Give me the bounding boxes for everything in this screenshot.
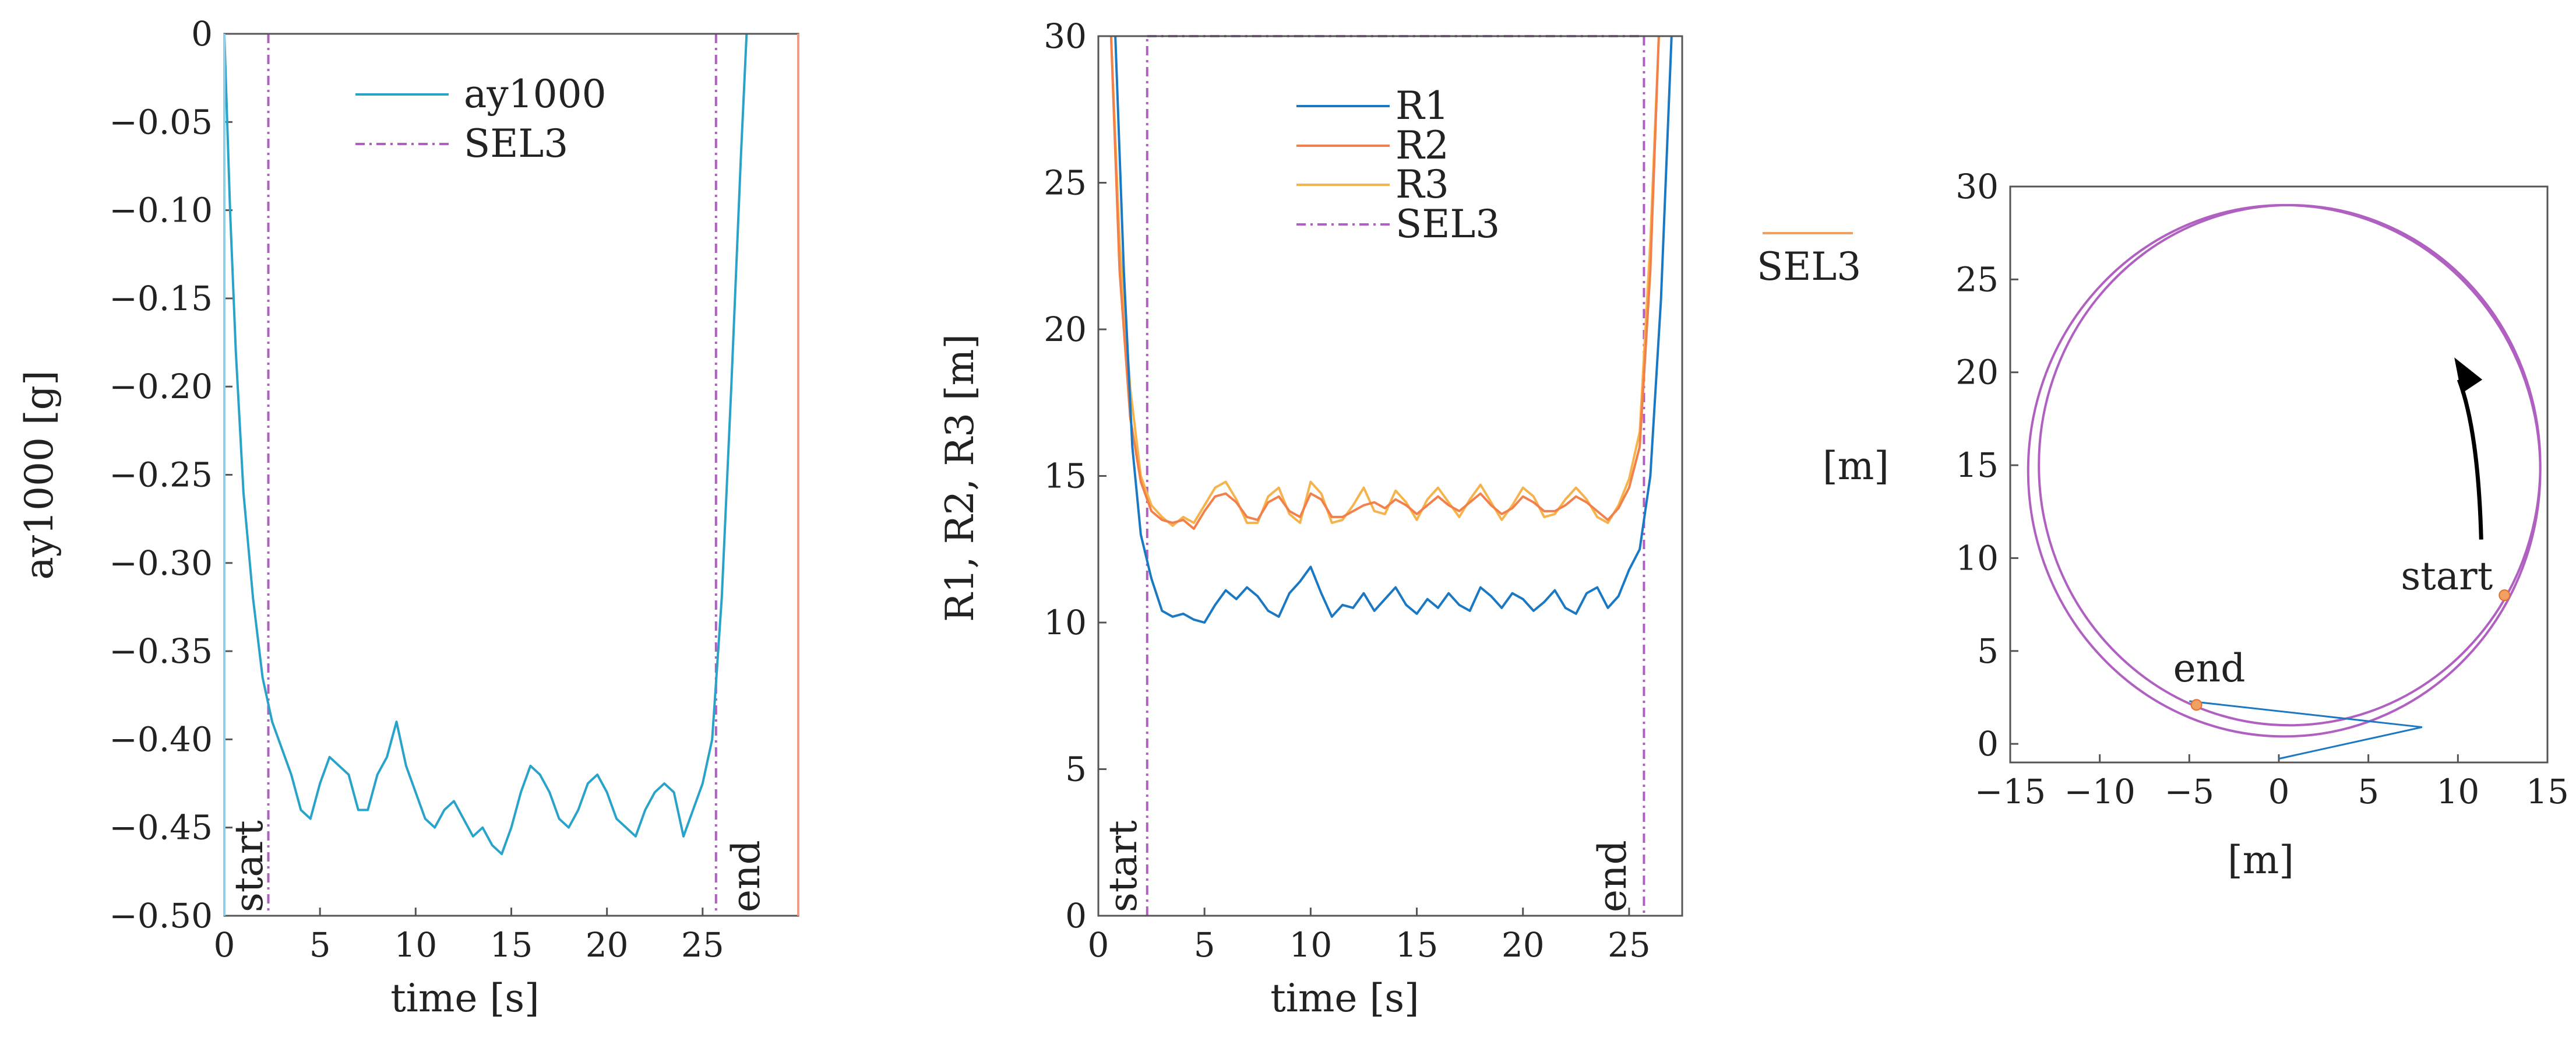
p3-y-ticks: 0 5 10 15 20 25 30: [1955, 167, 2018, 764]
p2-legend: R1 R2 R3 SEL3: [1296, 83, 1500, 247]
p1-y-ticks: 0 −0.05 −0.10 −0.15 −0.20 −0.25 −0.30 −0.35 −0.4…: [109, 14, 232, 936]
p2-y-tick-label: 10: [1044, 603, 1087, 642]
p2-y-tick-label: 15: [1044, 456, 1087, 496]
p2-legend-label-sel3: SEL3: [1396, 202, 1500, 247]
p3-x-tick-label: −5: [2165, 772, 2215, 811]
p3-y-tick-label: 10: [1955, 538, 1999, 578]
p3-direction-arrow-head: [2454, 357, 2483, 394]
p3-y-tick-label: 5: [1977, 631, 1999, 671]
p3-legend: SEL3: [1757, 232, 1861, 289]
p1-y-tick-label: −0.30: [109, 543, 213, 583]
p3-marker-start: [2499, 589, 2511, 602]
p3-series-approach: [2278, 726, 2423, 760]
p2-x-tick-label: 20: [1502, 925, 1545, 965]
p1-x-ticks: 0 5 10 15 20 25: [214, 908, 724, 965]
p2-series-R1: [1114, 36, 1673, 624]
p1-legend-label-sel3: SEL3: [464, 121, 568, 166]
chart-radius: 0 5 10 15 20 25 30 0 5 10 15 20 25 time [s] R1, R2,…: [938, 16, 1683, 1021]
p1-y-tick-label: −0.35: [109, 631, 213, 671]
p2-y-tick-label: 25: [1044, 163, 1087, 203]
p3-x-tick-label: 15: [2526, 772, 2569, 811]
p3-series-group: start end: [2027, 203, 2542, 760]
p1-legend-label-ay1000: ay1000: [464, 72, 607, 117]
p1-y-tick-label: 0: [191, 14, 213, 54]
p1-y-tick-label: −0.05: [109, 102, 213, 142]
p1-x-tick-label: 15: [490, 925, 533, 965]
p3-marker-label-end: end: [2173, 646, 2246, 691]
p1-legend: ay1000 SEL3: [355, 72, 607, 166]
p3-series-exit: [2189, 700, 2423, 728]
p1-series-ay1000: [223, 33, 748, 856]
p3-axes-frame: [2009, 185, 2549, 764]
p3-y-tick-label: 25: [1955, 259, 1999, 299]
p1-y-tick-label: −0.40: [109, 719, 213, 759]
p2-x-ticks: 0 5 10 15 20 25: [1088, 908, 1651, 965]
p2-y-tick-label: 30: [1044, 16, 1087, 56]
p2-y-ticks: 0 5 10 15 20 25 30: [1044, 16, 1106, 936]
p2-x-tick-label: 15: [1396, 925, 1439, 965]
p3-y-tick-label: 30: [1955, 167, 1999, 206]
p3-x-label: [m]: [2228, 838, 2294, 883]
p1-annotation-end: end: [724, 840, 769, 912]
p1-x-tick-label: 25: [681, 925, 724, 965]
p3-x-tick-label: 5: [2357, 772, 2379, 811]
chart-ay1000: 0 −0.05 −0.10 −0.15 −0.20 −0.25 −0.30 −0.35 −0.4…: [17, 14, 799, 1021]
p3-marker-end: [2190, 699, 2203, 711]
p3-x-tick-label: −15: [1975, 772, 2046, 811]
p2-x-tick-label: 10: [1289, 925, 1332, 965]
p1-x-tick-label: 0: [214, 925, 235, 965]
p3-legend-label-sel3: SEL3: [1757, 244, 1861, 289]
p2-y-label: R1, R2, R3 [m]: [938, 334, 982, 622]
p2-y-tick-label: 0: [1065, 896, 1087, 936]
p2-annotation-end: end: [1590, 840, 1635, 912]
p3-x-tick-label: 0: [2268, 772, 2290, 811]
p1-y-tick-label: −0.25: [109, 455, 213, 495]
p3-y-label: [m]: [1823, 444, 1889, 488]
p2-y-tick-label: 5: [1065, 750, 1087, 789]
p3-y-tick-label: 20: [1955, 353, 1999, 392]
p2-x-tick-label: 5: [1194, 925, 1215, 965]
p3-y-tick-label: 15: [1955, 445, 1999, 485]
p2-axes-frame: [1097, 35, 1683, 917]
p2-y-tick-label: 20: [1044, 310, 1087, 349]
p1-x-label: time [s]: [390, 976, 540, 1021]
p2-series-R3: [1109, 36, 1660, 528]
p1-y-tick-label: −0.15: [109, 279, 213, 318]
p3-sel3-circle: [2027, 203, 2542, 738]
p3-direction-arrow-shaft: [2457, 378, 2483, 540]
p1-x-tick-label: 20: [586, 925, 629, 965]
p2-x-label: time [s]: [1270, 976, 1419, 1021]
p2-legend-label-r1: R1: [1396, 83, 1449, 128]
p1-y-label: ay1000 [g]: [17, 370, 62, 579]
p2-series-group: [1109, 35, 1673, 916]
p1-y-tick-label: −0.45: [109, 808, 213, 848]
p3-y-tick-label: 0: [1977, 724, 1999, 764]
p3-x-tick-label: 10: [2436, 772, 2479, 811]
p1-x-tick-label: 10: [394, 925, 437, 965]
p2-series-R2: [1109, 36, 1660, 530]
p1-x-tick-label: 5: [309, 925, 331, 965]
p2-legend-label-r3: R3: [1396, 162, 1449, 207]
p1-y-tick-label: −0.10: [109, 191, 213, 230]
p2-legend-label-r2: R2: [1396, 123, 1449, 168]
chart-trajectory: 0 5 10 15 20 25 30 −15 −10 −5 0 5 10 15 start end [m]…: [1757, 167, 2569, 883]
p1-y-tick-label: −0.20: [109, 367, 213, 406]
p2-x-tick-label: 0: [1088, 925, 1109, 965]
p3-x-ticks: −15 −10 −5 0 5 10 15: [1975, 754, 2569, 811]
p2-annotation-start: start: [1101, 820, 1146, 912]
p2-x-tick-label: 25: [1608, 925, 1651, 965]
p3-x-tick-label: −10: [2064, 772, 2135, 811]
p1-annotation-start: start: [227, 820, 272, 912]
p1-series-group: [223, 33, 748, 916]
p3-marker-label-start: start: [2401, 554, 2493, 599]
p1-y-tick-label: −0.50: [109, 896, 213, 936]
